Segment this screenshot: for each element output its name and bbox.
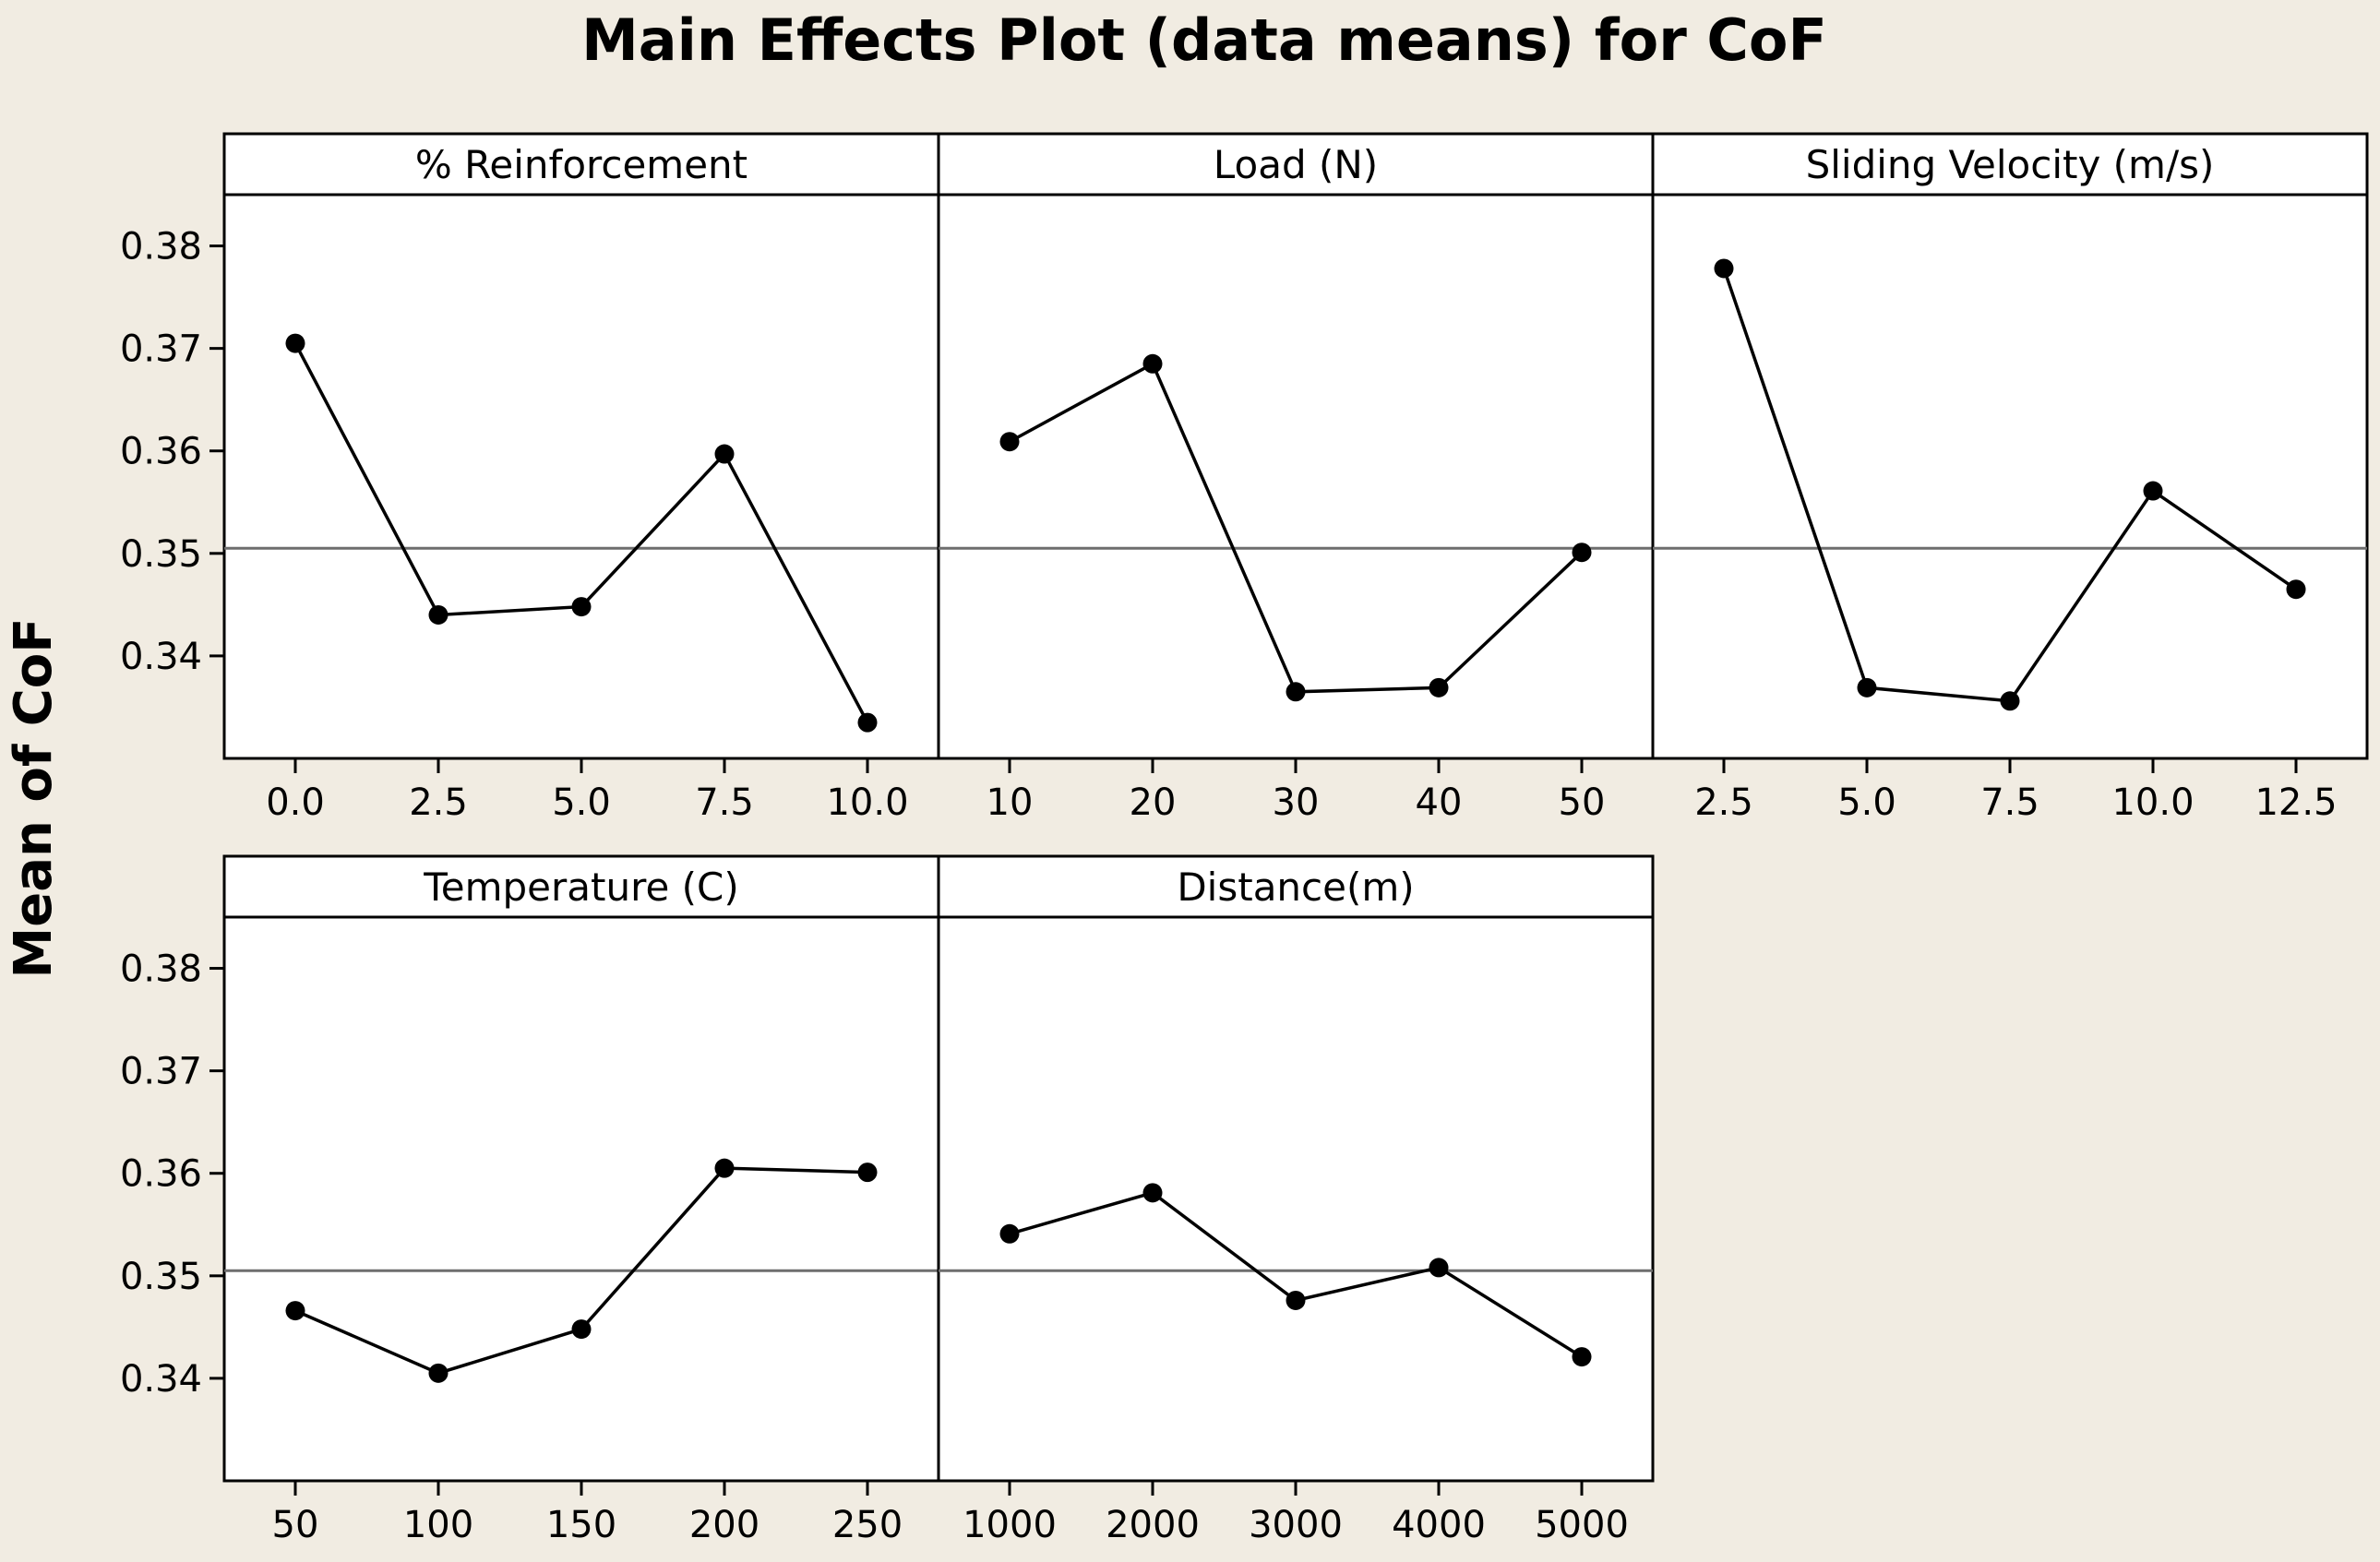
y-tick-label: 0.35 (120, 1256, 202, 1298)
y-tick-label: 0.34 (120, 636, 202, 678)
x-tick-label: 7.5 (695, 781, 754, 824)
y-tick-label: 0.36 (120, 1153, 202, 1196)
data-point (2000, 691, 2020, 711)
y-tick-label: 0.37 (120, 328, 202, 371)
panel-frame (1651, 132, 2369, 760)
data-point (714, 444, 735, 464)
x-tick-label: 2.5 (1694, 781, 1753, 824)
x-tick-label: 250 (832, 1504, 903, 1546)
data-point (1857, 677, 1877, 698)
data-point (1286, 1290, 1306, 1310)
data-point (714, 1158, 735, 1178)
y-tick-label: 0.36 (120, 431, 202, 473)
x-tick-label: 2.5 (409, 781, 468, 824)
data-point (285, 333, 305, 353)
data-point (1286, 682, 1306, 702)
data-point (428, 1363, 448, 1383)
x-tick-label: 100 (403, 1504, 473, 1546)
y-tick-label: 0.38 (120, 226, 202, 268)
y-tick-label: 0.38 (120, 948, 202, 991)
panel-frame (222, 132, 940, 760)
panel-title: Sliding Velocity (m/s) (1806, 142, 2215, 187)
data-point (571, 597, 592, 617)
x-tick-label: 12.5 (2254, 781, 2337, 824)
x-tick-label: 20 (1130, 781, 1177, 824)
y-axis-label: Mean of CoF (4, 617, 64, 978)
data-point (285, 1301, 305, 1321)
y-tick-label: 0.35 (120, 533, 202, 576)
x-tick-label: 40 (1416, 781, 1463, 824)
x-tick-label: 150 (546, 1504, 616, 1546)
data-point (999, 432, 1020, 452)
data-point (2143, 481, 2163, 501)
x-tick-label: 0.0 (266, 781, 325, 824)
y-tick-label: 0.37 (120, 1051, 202, 1093)
data-point (1429, 1258, 1449, 1278)
x-tick-label: 3000 (1249, 1504, 1343, 1546)
panel-frame (222, 854, 940, 1483)
panel-title: Distance(m) (1177, 864, 1414, 910)
data-point (1714, 258, 1734, 279)
panel-title: Temperature (C) (423, 864, 739, 910)
x-tick-label: 50 (272, 1504, 319, 1546)
panel-frame (937, 854, 1655, 1483)
x-tick-label: 1000 (963, 1504, 1057, 1546)
x-tick-label: 10.0 (826, 781, 908, 824)
data-point (1142, 353, 1163, 374)
panel-frame (937, 132, 1655, 760)
x-tick-label: 7.5 (1980, 781, 2039, 824)
y-tick-label: 0.34 (120, 1358, 202, 1401)
data-point (1572, 1347, 1592, 1367)
data-point (428, 604, 448, 625)
panel-title: Load (N) (1214, 142, 1378, 187)
panel-title: % Reinforcement (415, 142, 747, 187)
data-point (1429, 677, 1449, 698)
data-point (857, 1163, 878, 1183)
data-point (999, 1223, 1020, 1244)
x-tick-label: 10.0 (2111, 781, 2194, 824)
data-point (1142, 1183, 1163, 1203)
x-tick-label: 30 (1273, 781, 1320, 824)
x-tick-label: 5000 (1535, 1504, 1629, 1546)
panels-group: 0.34 0.35 0.36 0.37 0.38 0.34 0.35 0.36 0.37 0.38… (120, 132, 2369, 1546)
data-point (1572, 543, 1592, 563)
x-tick-label: 50 (1559, 781, 1606, 824)
chart-title: Main Effects Plot (data means) for CoF (581, 6, 1827, 74)
x-tick-label: 2000 (1106, 1504, 1200, 1546)
data-point (571, 1319, 592, 1340)
data-point (857, 712, 878, 733)
x-tick-label: 200 (689, 1504, 759, 1546)
data-point (2286, 579, 2306, 600)
x-tick-label: 5.0 (1837, 781, 1896, 824)
x-tick-label: 4000 (1392, 1504, 1486, 1546)
x-tick-label: 10 (987, 781, 1034, 824)
x-tick-label: 5.0 (552, 781, 611, 824)
